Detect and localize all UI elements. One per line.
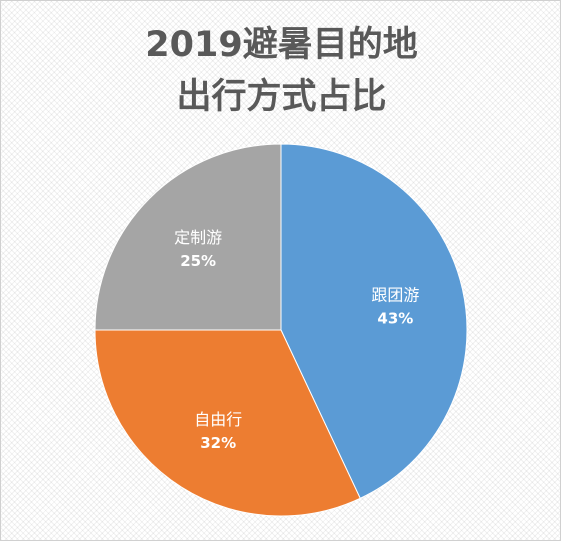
chart-title: 2019避暑目的地 出行方式占比 xyxy=(1,19,561,123)
pie-slice-2 xyxy=(94,329,361,517)
chart-title-line-2: 出行方式占比 xyxy=(176,77,387,117)
slice-value-1: 43% xyxy=(377,309,413,327)
slice-value-2: 32% xyxy=(200,434,236,452)
slice-value-3: 25% xyxy=(180,252,216,270)
slice-label-2: 自由行 xyxy=(194,410,242,429)
slice-label-3: 定制游 xyxy=(174,228,222,247)
pie-slice-3 xyxy=(94,143,282,331)
slice-label-1: 跟团游 xyxy=(371,285,419,304)
pie-slice-1 xyxy=(280,143,468,499)
chart-title-line-1: 2019避暑目的地 xyxy=(145,25,418,65)
